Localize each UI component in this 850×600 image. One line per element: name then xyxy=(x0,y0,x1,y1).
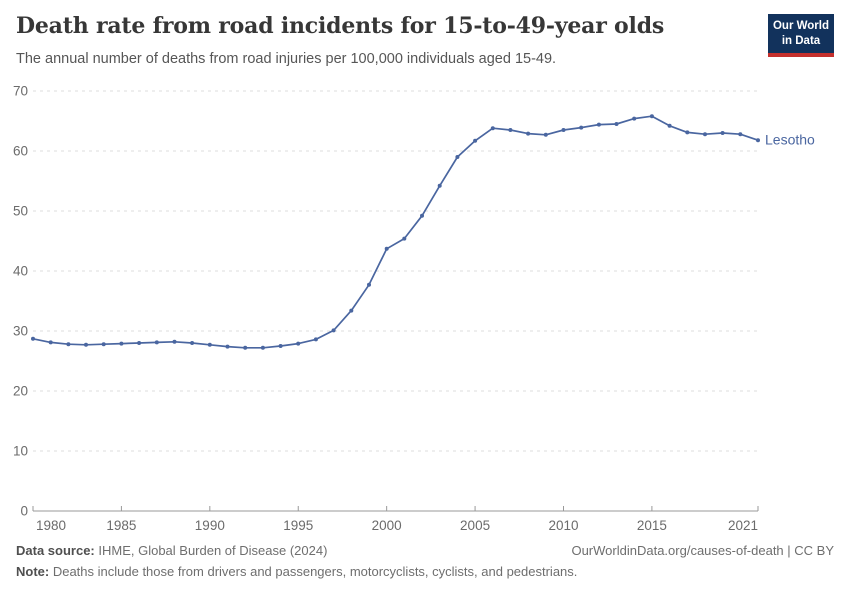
y-tick-label: 60 xyxy=(13,144,28,159)
data-point[interactable] xyxy=(756,138,760,143)
note-text: Deaths include those from drivers and pa… xyxy=(49,563,578,579)
x-tick-label: 1980 xyxy=(36,518,66,533)
data-point[interactable] xyxy=(685,130,690,135)
chart-footer: Data source: IHME, Global Burden of Dise… xyxy=(16,541,834,583)
data-point[interactable] xyxy=(738,132,743,137)
data-point[interactable] xyxy=(207,342,212,347)
data-point[interactable] xyxy=(48,340,53,345)
data-point[interactable] xyxy=(225,344,230,349)
note-label: Note: xyxy=(16,563,50,579)
y-tick-label: 30 xyxy=(13,324,28,339)
y-tick-label: 10 xyxy=(13,444,28,459)
data-point[interactable] xyxy=(649,114,654,119)
data-point[interactable] xyxy=(119,341,124,346)
data-point[interactable] xyxy=(543,132,548,137)
x-tick-label: 2015 xyxy=(637,518,667,533)
data-point[interactable] xyxy=(632,116,637,121)
data-point[interactable] xyxy=(101,342,106,347)
x-tick-label: 1985 xyxy=(106,518,136,533)
data-source-text: IHME, Global Burden of Disease (2024) xyxy=(94,543,328,558)
data-point[interactable] xyxy=(190,341,195,345)
data-point[interactable] xyxy=(490,126,495,131)
data-point[interactable] xyxy=(296,341,301,346)
y-tick-label: 40 xyxy=(13,264,28,279)
data-point[interactable] xyxy=(455,155,460,159)
data-point[interactable] xyxy=(420,213,424,218)
data-point[interactable] xyxy=(596,122,601,127)
data-point[interactable] xyxy=(66,342,71,347)
data-point[interactable] xyxy=(154,340,159,345)
data-point[interactable] xyxy=(526,131,531,136)
data-point[interactable] xyxy=(243,345,248,350)
data-source-line: Data source: IHME, Global Burden of Dise… xyxy=(16,541,327,562)
page-subtitle: The annual number of deaths from road in… xyxy=(16,51,557,67)
data-point[interactable] xyxy=(331,328,336,333)
x-tick-label: 2005 xyxy=(460,518,490,533)
data-point[interactable] xyxy=(313,337,318,342)
x-tick-label: 2000 xyxy=(372,518,402,533)
data-point[interactable] xyxy=(561,128,566,132)
data-point[interactable] xyxy=(260,345,265,350)
note-line: Note: Deaths include those from drivers … xyxy=(16,564,577,579)
y-tick-label: 20 xyxy=(13,384,28,399)
x-tick-label: 1990 xyxy=(195,518,225,533)
data-point[interactable] xyxy=(614,122,619,126)
y-tick-label: 70 xyxy=(13,84,28,99)
data-point[interactable] xyxy=(437,183,442,188)
data-point[interactable] xyxy=(31,336,35,341)
owid-logo-text: Our World in Data xyxy=(768,14,834,53)
data-source-label: Data source: xyxy=(16,543,95,558)
data-point[interactable] xyxy=(84,342,88,347)
data-point[interactable] xyxy=(278,344,283,348)
data-point[interactable] xyxy=(720,131,725,135)
line-chart-canvas[interactable]: 0 10 20 30 40 50 60 70 1980 1985 1990 1995 2000 2005 2… xyxy=(0,0,850,540)
data-point[interactable] xyxy=(367,282,371,287)
owid-attribution-link[interactable]: OurWorldinData.org/causes-of-death | CC … xyxy=(571,543,834,558)
x-tick-label: 2010 xyxy=(548,518,578,533)
data-point[interactable] xyxy=(349,308,354,313)
series-line-lesotho[interactable] xyxy=(32,115,759,349)
data-point[interactable] xyxy=(579,125,584,130)
owid-logo-accent-bar xyxy=(768,52,834,57)
y-tick-label: 0 xyxy=(20,504,28,519)
data-point[interactable] xyxy=(508,128,513,132)
data-point[interactable] xyxy=(402,236,407,241)
x-tick-label: 2021 xyxy=(728,518,758,533)
data-point[interactable] xyxy=(137,341,142,345)
owid-logo[interactable]: Our World in Data xyxy=(768,14,834,57)
y-tick-label: 50 xyxy=(13,204,28,219)
data-point[interactable] xyxy=(667,123,672,128)
series-label-lesotho[interactable]: Lesotho xyxy=(765,132,815,148)
data-point[interactable] xyxy=(473,138,478,143)
data-point[interactable] xyxy=(703,132,707,137)
x-tick-label: 1995 xyxy=(283,518,313,533)
page-title: Death rate from road incidents for 15-to… xyxy=(16,13,665,39)
data-point[interactable] xyxy=(384,246,389,251)
data-point[interactable] xyxy=(172,339,177,344)
